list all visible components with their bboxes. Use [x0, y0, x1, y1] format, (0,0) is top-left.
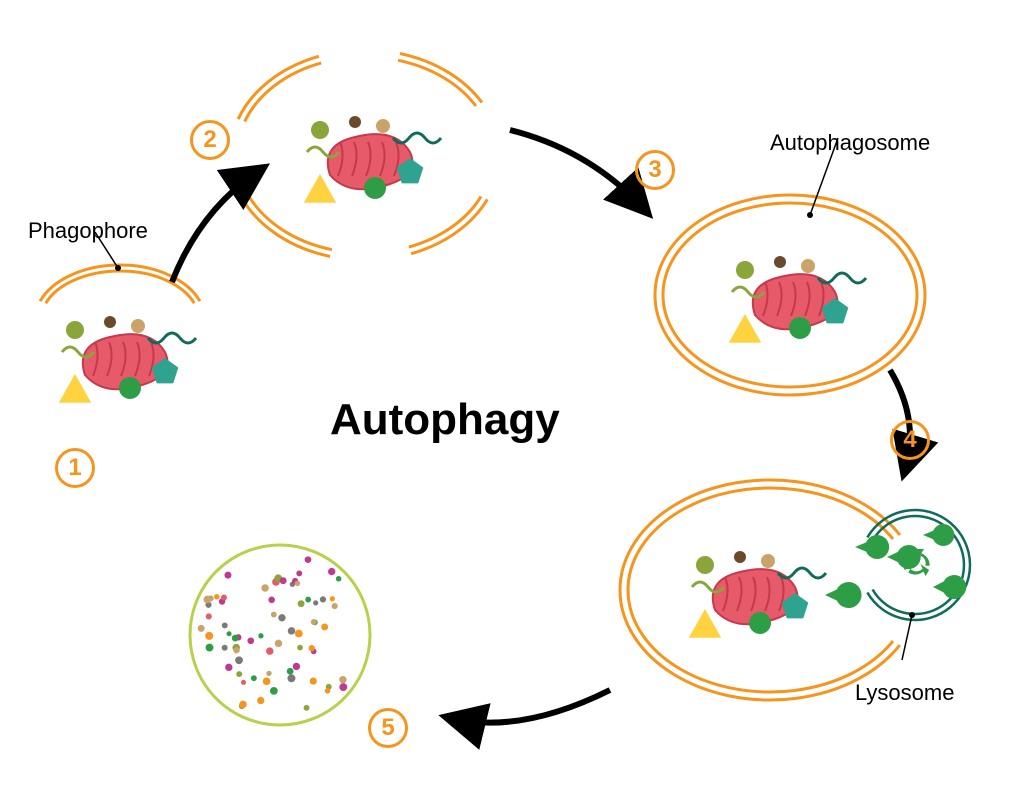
step-badge-1: 1 — [55, 448, 95, 488]
degraded-particle — [288, 627, 295, 634]
enzyme-icon — [933, 575, 966, 599]
degraded-particle — [224, 572, 231, 579]
degraded-particle — [203, 596, 211, 604]
degraded-particle — [295, 581, 301, 587]
degraded-particle — [313, 600, 318, 605]
degraded-particle — [221, 595, 227, 601]
step-badge-4: 4 — [890, 420, 930, 460]
cargo-s4 — [689, 551, 826, 638]
degraded-particle — [275, 640, 282, 647]
degraded-particle — [268, 597, 275, 604]
cargo-s1 — [59, 316, 196, 403]
step-badge-3: 3 — [635, 150, 675, 190]
degraded-particle — [330, 596, 335, 601]
degraded-particle — [296, 570, 302, 576]
degraded-particle — [235, 656, 243, 664]
degraded-particle — [241, 680, 246, 685]
degraded-particle — [305, 597, 311, 603]
degraded-particle — [214, 594, 219, 599]
degraded-particle — [278, 614, 285, 621]
degraded-particle — [339, 683, 347, 691]
arrow-a45 — [450, 690, 610, 723]
label-phagophore: Phagophore — [28, 218, 148, 244]
enzyme-icon — [855, 535, 889, 559]
degraded-particle — [266, 671, 271, 676]
degraded-particle — [325, 688, 331, 694]
autolysosome-membrane — [190, 545, 370, 725]
degraded-particle — [271, 612, 277, 618]
degraded-particle — [287, 674, 295, 682]
degraded-particle — [222, 645, 228, 651]
degraded-particle — [339, 676, 346, 683]
cargo-s3 — [729, 256, 866, 343]
cargo-s2 — [304, 116, 441, 203]
degraded-particle — [295, 630, 303, 638]
degraded-particle — [233, 647, 239, 653]
degraded-particle — [206, 644, 214, 652]
arrow-a23 — [510, 130, 645, 210]
degraded-particle — [266, 647, 273, 654]
degraded-particle — [280, 577, 287, 584]
degraded-particle — [198, 625, 205, 632]
degraded-particle — [247, 637, 254, 644]
degraded-particle — [328, 568, 335, 575]
degraded-particle — [304, 705, 310, 711]
degraded-particle — [222, 622, 228, 628]
enzyme-icon — [825, 582, 862, 608]
step-badge-5: 5 — [368, 708, 408, 748]
degraded-particle — [321, 623, 328, 630]
degraded-particle — [309, 645, 315, 651]
enzyme-icon — [923, 524, 954, 546]
degraded-particle — [206, 613, 212, 619]
step-badge-2: 2 — [190, 120, 230, 160]
degraded-particle — [258, 633, 263, 638]
label-lysosome: Lysosome — [855, 680, 954, 706]
degraded-particle — [257, 697, 264, 704]
degraded-particle — [227, 631, 232, 636]
degraded-particle — [251, 675, 257, 681]
degraded-particle — [310, 677, 317, 684]
degraded-particle — [239, 701, 246, 708]
degraded-particle — [297, 645, 303, 651]
degraded-particle — [336, 576, 342, 582]
degraded-particle — [236, 671, 242, 677]
degraded-particle — [205, 632, 213, 640]
degraded-particle — [298, 600, 305, 607]
arrow-a12 — [172, 170, 260, 282]
degraded-particle — [270, 687, 278, 695]
degraded-particle — [225, 664, 232, 671]
degraded-particle — [311, 619, 317, 625]
label-autophagosome: Autophagosome — [770, 130, 930, 156]
degraded-particle — [287, 668, 294, 675]
degraded-particle — [261, 584, 268, 591]
degraded-particle — [332, 603, 338, 609]
degraded-particle — [320, 596, 326, 602]
degraded-particle — [263, 677, 271, 685]
degraded-particle — [293, 663, 300, 670]
diagram-canvas: Autophagy 1 2 3 4 5 Phagophore Autophagosome L… — [0, 0, 1024, 792]
diagram-title: Autophagy — [330, 395, 560, 445]
degraded-particle — [305, 556, 312, 563]
degraded-particle — [232, 635, 239, 642]
